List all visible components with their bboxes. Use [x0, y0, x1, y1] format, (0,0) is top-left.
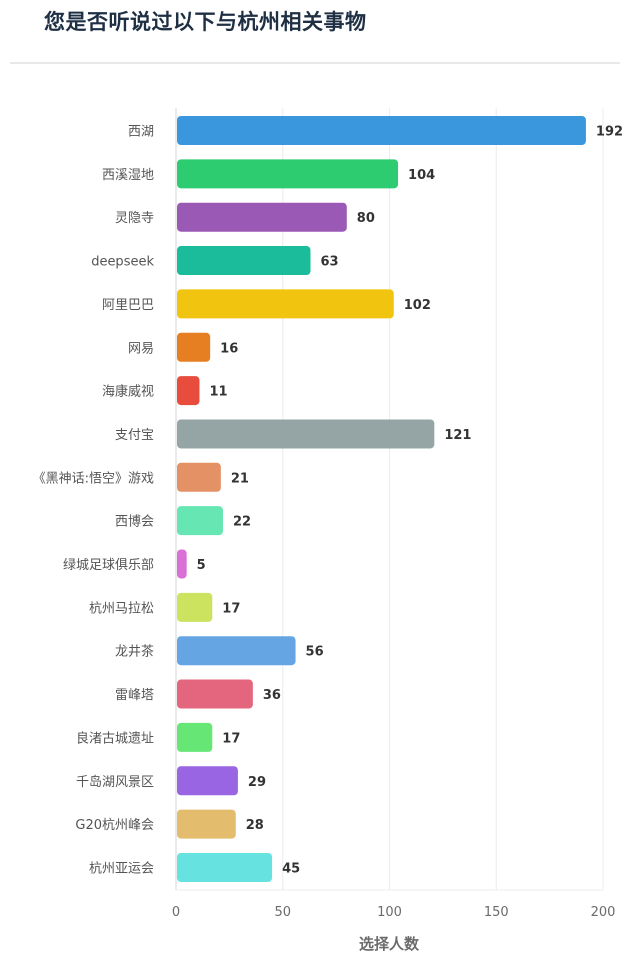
category-label: deepseek — [91, 255, 154, 270]
bar — [177, 116, 586, 145]
category-label: 西博会 — [115, 515, 154, 530]
value-label: 63 — [321, 255, 339, 270]
x-tick-label: 200 — [591, 905, 616, 920]
category-label: 海康威视 — [102, 384, 154, 400]
bar — [177, 636, 296, 666]
bar — [177, 852, 273, 882]
bar — [177, 246, 311, 276]
category-label: G20杭州峰会 — [75, 818, 154, 833]
x-tick-label: 0 — [172, 905, 180, 920]
category-label: 千岛湖风景区 — [76, 774, 154, 790]
axes — [175, 108, 603, 891]
bar — [177, 332, 211, 362]
bar — [177, 592, 213, 622]
category-label: 西湖 — [128, 125, 154, 140]
value-label: 28 — [246, 818, 264, 833]
value-label: 102 — [404, 298, 431, 313]
category-label: 绿城足球俱乐部 — [63, 558, 154, 573]
x-tick-label: 100 — [377, 905, 402, 920]
value-label: 56 — [306, 645, 324, 660]
x-tick-label: 150 — [484, 905, 509, 920]
value-label: 17 — [222, 601, 240, 616]
bar — [177, 506, 223, 536]
value-label: 80 — [357, 211, 375, 226]
category-label: 雷峰塔 — [115, 688, 154, 703]
page-title: 您是否听说过以下与杭州相关事物 — [44, 10, 367, 34]
bar — [177, 549, 187, 579]
category-label: 杭州亚运会 — [89, 861, 154, 876]
category-label: 阿里巴巴 — [102, 298, 154, 313]
bars — [177, 116, 586, 882]
bar — [177, 766, 238, 796]
bar — [177, 376, 200, 406]
labels: 0 50 100 150 200 西湖 192 西溪湿地 104 灵隐寺 80 deepseek 63 阿… — [33, 125, 623, 921]
x-axis-title: 选择人数 — [359, 935, 420, 953]
bar — [177, 419, 435, 449]
bar — [177, 722, 213, 752]
value-label: 16 — [220, 341, 238, 356]
value-label: 22 — [233, 515, 251, 530]
category-label: 《黑神话:悟空》游戏 — [33, 471, 154, 486]
bar — [177, 159, 399, 189]
value-label: 29 — [248, 775, 266, 790]
category-label: 西溪湿地 — [102, 168, 154, 183]
x-tick-label: 50 — [274, 905, 291, 920]
value-label: 121 — [444, 428, 471, 443]
bar — [177, 289, 394, 319]
bar — [177, 202, 347, 232]
grid-lines — [282, 108, 604, 890]
category-label: 杭州马拉松 — [89, 601, 154, 616]
bar — [177, 462, 221, 492]
category-label: 良渚古城遗址 — [76, 730, 154, 746]
bar — [177, 809, 236, 839]
category-label: 龙井茶 — [115, 644, 154, 660]
category-label: 支付宝 — [115, 428, 154, 443]
value-label: 104 — [408, 168, 435, 183]
value-label: 5 — [197, 558, 206, 573]
value-label: 11 — [209, 385, 227, 400]
category-label: 灵隐寺 — [115, 211, 154, 226]
value-label: 17 — [222, 731, 240, 746]
value-label: 21 — [231, 471, 249, 486]
value-label: 45 — [282, 861, 300, 876]
category-label: 网易 — [128, 341, 154, 356]
value-label: 36 — [263, 688, 281, 703]
value-label: 192 — [596, 125, 623, 140]
title-divider — [10, 62, 620, 64]
bar — [177, 679, 253, 709]
